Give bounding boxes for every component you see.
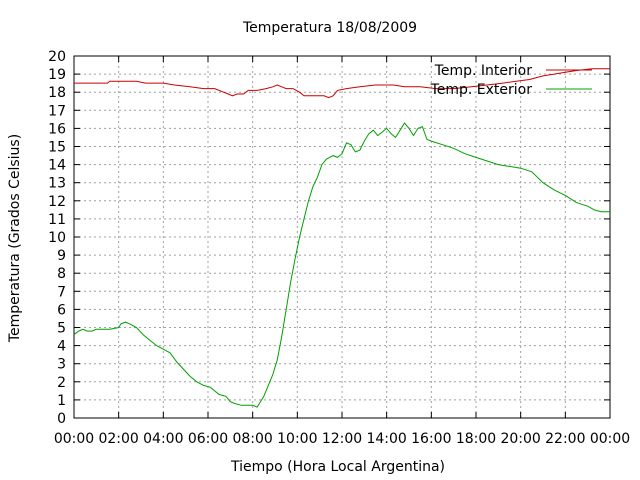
x-tick-label: 18:00	[456, 431, 496, 447]
x-tick-label: 00:00	[54, 431, 94, 447]
legend-label: Temp. Exterior	[430, 82, 533, 98]
x-tick-label: 14:00	[366, 431, 406, 447]
y-tick-label: 3	[57, 357, 66, 373]
series-lines	[73, 68, 610, 408]
y-tick-label: 0	[57, 411, 66, 427]
y-tick-label: 17	[48, 103, 66, 119]
legend: Temp. Interior Temp. Exterior	[430, 63, 592, 98]
y-tick-label: 10	[48, 230, 66, 246]
y-tick-label: 7	[57, 284, 66, 300]
y-tick-label: 5	[57, 321, 66, 337]
y-tick-label: 16	[48, 121, 66, 137]
legend-label: Temp. Interior	[434, 63, 533, 79]
y-tick-label: 15	[48, 140, 66, 156]
y-axis-label: Temperatura (Grados Celsius)	[7, 134, 23, 343]
chart-title: Temperatura 18/08/2009	[242, 20, 417, 36]
y-tick-label: 19	[48, 67, 66, 83]
x-tick-label: 22:00	[545, 431, 585, 447]
x-tick-label: 10:00	[277, 431, 317, 447]
y-tick-label: 14	[48, 158, 66, 174]
grid	[74, 56, 610, 418]
x-tick-label: 06:00	[188, 431, 228, 447]
y-tick-label: 4	[57, 339, 66, 355]
y-tick-label: 12	[48, 194, 66, 210]
series-line-exterior	[73, 122, 610, 408]
x-tick-label: 04:00	[143, 431, 183, 447]
y-tick-label: 20	[48, 49, 66, 65]
y-tick-label: 18	[48, 85, 66, 101]
series-line-interior	[74, 68, 610, 99]
x-tick-label: 12:00	[322, 431, 362, 447]
y-tick-label: 8	[57, 266, 66, 282]
x-tick-label: 20:00	[500, 431, 540, 447]
y-tick-label: 11	[48, 212, 66, 228]
y-tick-label: 1	[57, 393, 66, 409]
x-tick-label: 02:00	[98, 431, 138, 447]
x-tick-label: 00:00	[590, 431, 630, 447]
x-tick-label: 08:00	[232, 431, 272, 447]
x-tick-label: 16:00	[411, 431, 451, 447]
y-tick-label: 9	[57, 248, 66, 264]
y-tick-label: 6	[57, 302, 66, 318]
y-tick-label: 2	[57, 375, 66, 391]
y-tick-label: 13	[48, 176, 66, 192]
x-axis-label: Tiempo (Hora Local Argentina)	[230, 459, 445, 475]
